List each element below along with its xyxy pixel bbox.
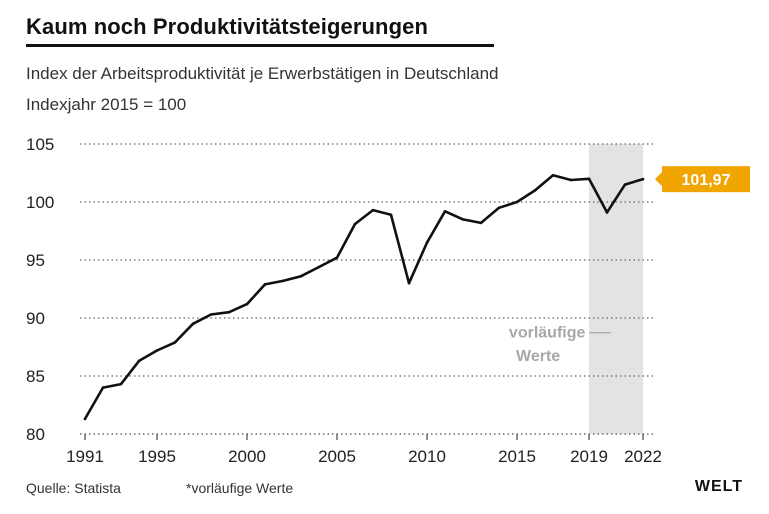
data-point	[119, 382, 123, 386]
data-point	[479, 221, 483, 225]
data-point	[353, 222, 357, 226]
preliminary-label-line2: Werte	[516, 348, 560, 365]
data-point	[227, 310, 231, 314]
x-tick-label: 2005	[318, 447, 356, 466]
y-tick-label: 105	[26, 135, 54, 154]
x-tick-label: 2015	[498, 447, 536, 466]
x-tick-label: 2000	[228, 447, 266, 466]
data-point	[245, 302, 249, 306]
callout-box	[662, 166, 750, 193]
data-point	[137, 359, 141, 363]
x-tick-label: 2019	[570, 447, 608, 466]
data-point	[335, 256, 339, 259]
data-point	[515, 200, 519, 204]
data-point	[461, 218, 465, 221]
data-point	[497, 206, 501, 210]
source-note: Quelle: Statista	[26, 480, 121, 496]
data-point	[569, 178, 573, 182]
data-point	[389, 213, 393, 217]
data-point	[407, 281, 411, 285]
data-point	[209, 313, 213, 316]
data-point	[425, 241, 429, 244]
data-point	[263, 283, 267, 286]
chart-index-note: Indexjahr 2015 = 100	[26, 95, 187, 114]
chart-subtitle: Index der Arbeitsproduktivität je Erwerb…	[26, 64, 499, 83]
callout-value: 101,97	[682, 172, 731, 189]
data-point	[587, 177, 591, 181]
series-line	[83, 174, 645, 421]
data-point	[281, 279, 285, 283]
data-point	[533, 189, 537, 192]
data-point	[299, 274, 303, 278]
footnote: *vorläufige Werte	[186, 480, 294, 496]
data-point	[371, 208, 375, 212]
x-tick-label: 2022	[624, 447, 662, 466]
preliminary-label-line1: vorläufige	[509, 325, 586, 342]
data-point	[173, 341, 177, 344]
data-point	[101, 386, 105, 389]
data-point	[155, 349, 159, 352]
data-point	[623, 183, 627, 186]
data-point	[551, 174, 555, 177]
chart-title: Kaum noch Produktivitätsteigerungen	[26, 14, 428, 39]
data-point	[605, 211, 609, 214]
y-tick-label: 90	[26, 309, 45, 328]
y-tick-label: 100	[26, 193, 54, 212]
data-point	[317, 265, 321, 269]
data-point	[641, 177, 645, 181]
preliminary-shade	[589, 144, 643, 434]
data-point	[191, 322, 195, 326]
y-tick-label: 80	[26, 425, 45, 444]
callout-pointer	[655, 172, 662, 187]
x-tick-label: 1991	[66, 447, 104, 466]
welt-logo: WELT	[694, 478, 743, 495]
x-tick-label: 1995	[138, 447, 176, 466]
y-tick-label: 85	[26, 367, 45, 386]
data-point	[83, 417, 87, 421]
end-value-callout: 101,97	[655, 166, 750, 193]
data-point	[443, 209, 447, 213]
title-underline	[26, 44, 494, 47]
y-tick-label: 95	[26, 251, 45, 270]
x-tick-label: 2010	[408, 447, 446, 466]
